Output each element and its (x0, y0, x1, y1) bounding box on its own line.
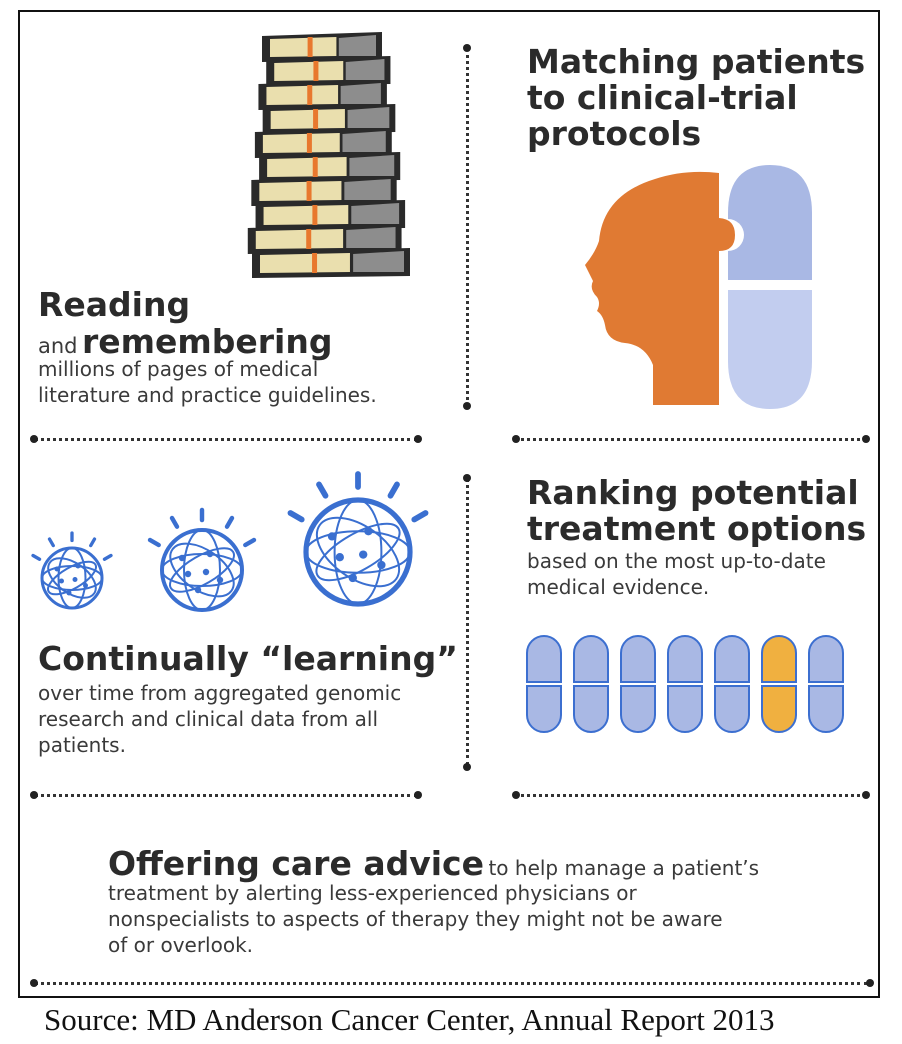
binder-icon (255, 200, 406, 230)
advice-first-line-rest: to help manage a patient’s (488, 856, 760, 880)
pill-highlighted (761, 635, 797, 733)
learning-globes-icon (31, 471, 429, 612)
divider-node (30, 435, 38, 443)
binder-icon (259, 152, 401, 182)
divider-node (463, 474, 471, 482)
learning-description: over time from aggregated genomic resear… (38, 680, 401, 758)
divider-node (463, 44, 471, 52)
matching-title-line: protocols (527, 114, 702, 153)
divider-horizontal-1-left (34, 438, 418, 441)
reading-description: millions of pages of medical literature … (38, 356, 377, 408)
divider-horizontal-bottom (34, 982, 868, 985)
divider-node (862, 791, 870, 799)
binder-icon (251, 176, 397, 206)
divider-vertical-middle (466, 478, 469, 766)
globe-icon (31, 531, 113, 610)
reading-title: Reading (38, 285, 191, 324)
reading-title2: remembering (81, 322, 333, 361)
advice-desc-line: nonspecialists to aspects of therapy the… (108, 907, 723, 931)
matching-title: Matching patients to clinical-trial prot… (527, 44, 865, 152)
binder-icon (254, 128, 392, 158)
ranking-desc-line: medical evidence. (527, 575, 710, 599)
ranking-description: based on the most up-to-date medical evi… (527, 548, 826, 600)
matching-title-line: Matching patients (527, 42, 866, 81)
divider-node (463, 763, 471, 771)
ranking-title-line: Ranking potential (527, 473, 859, 512)
divider-node (30, 791, 38, 799)
ranking-pills-icon (526, 635, 844, 733)
divider-node (414, 791, 422, 799)
binder-icon (262, 32, 382, 62)
divider-horizontal-2-left (34, 794, 418, 797)
binder-icon (247, 224, 402, 254)
divider-node (30, 979, 38, 987)
matching-title-line: to clinical-trial (527, 78, 798, 117)
globe-icon (147, 507, 257, 612)
advice-description: treatment by alerting less-experienced p… (108, 880, 723, 958)
divider-horizontal-1-right (516, 438, 866, 441)
divider-node (512, 435, 520, 443)
divider-node (463, 402, 471, 410)
divider-vertical-top (466, 48, 469, 406)
learning-title: Continually “learning” (38, 639, 458, 678)
learning-desc-line: patients. (38, 733, 126, 757)
pill (667, 635, 703, 733)
binder-stack-icon (247, 32, 410, 278)
binder-icon (258, 80, 387, 110)
binder-icon (266, 56, 391, 86)
head-and-capsule-icon (585, 165, 812, 409)
advice-desc-line: treatment by alerting less-experienced p… (108, 881, 637, 905)
ranking-title: Ranking potential treatment options (527, 475, 866, 547)
divider-node (512, 791, 520, 799)
divider-node (862, 435, 870, 443)
divider-node (414, 435, 422, 443)
pill (714, 635, 750, 733)
learning-desc-line: research and clinical data from all (38, 707, 379, 731)
advice-first-line: Offering care advice to help manage a pa… (108, 844, 759, 883)
divider-horizontal-2-right (516, 794, 866, 797)
binder-icon (262, 104, 396, 134)
reading-desc-line: millions of pages of medical (38, 357, 319, 381)
infographic-frame (18, 10, 880, 998)
pill (526, 635, 562, 733)
reading-desc-line: literature and practice guidelines. (38, 383, 377, 407)
reading-subtitle: and remembering (38, 322, 332, 361)
learning-desc-line: over time from aggregated genomic (38, 681, 402, 705)
source-caption: Source: MD Anderson Cancer Center, Annua… (44, 1002, 775, 1037)
pill (573, 635, 609, 733)
advice-title: Offering care advice (108, 844, 484, 883)
ranking-desc-line: based on the most up-to-date (527, 549, 826, 573)
binder-icon (252, 248, 410, 278)
reading-connector: and (38, 334, 78, 358)
advice-desc-line: of or overlook. (108, 933, 254, 957)
divider-node (866, 979, 874, 987)
globe-icon (287, 471, 429, 607)
pill (808, 635, 844, 733)
pill (620, 635, 656, 733)
ranking-title-line: treatment options (527, 509, 867, 548)
